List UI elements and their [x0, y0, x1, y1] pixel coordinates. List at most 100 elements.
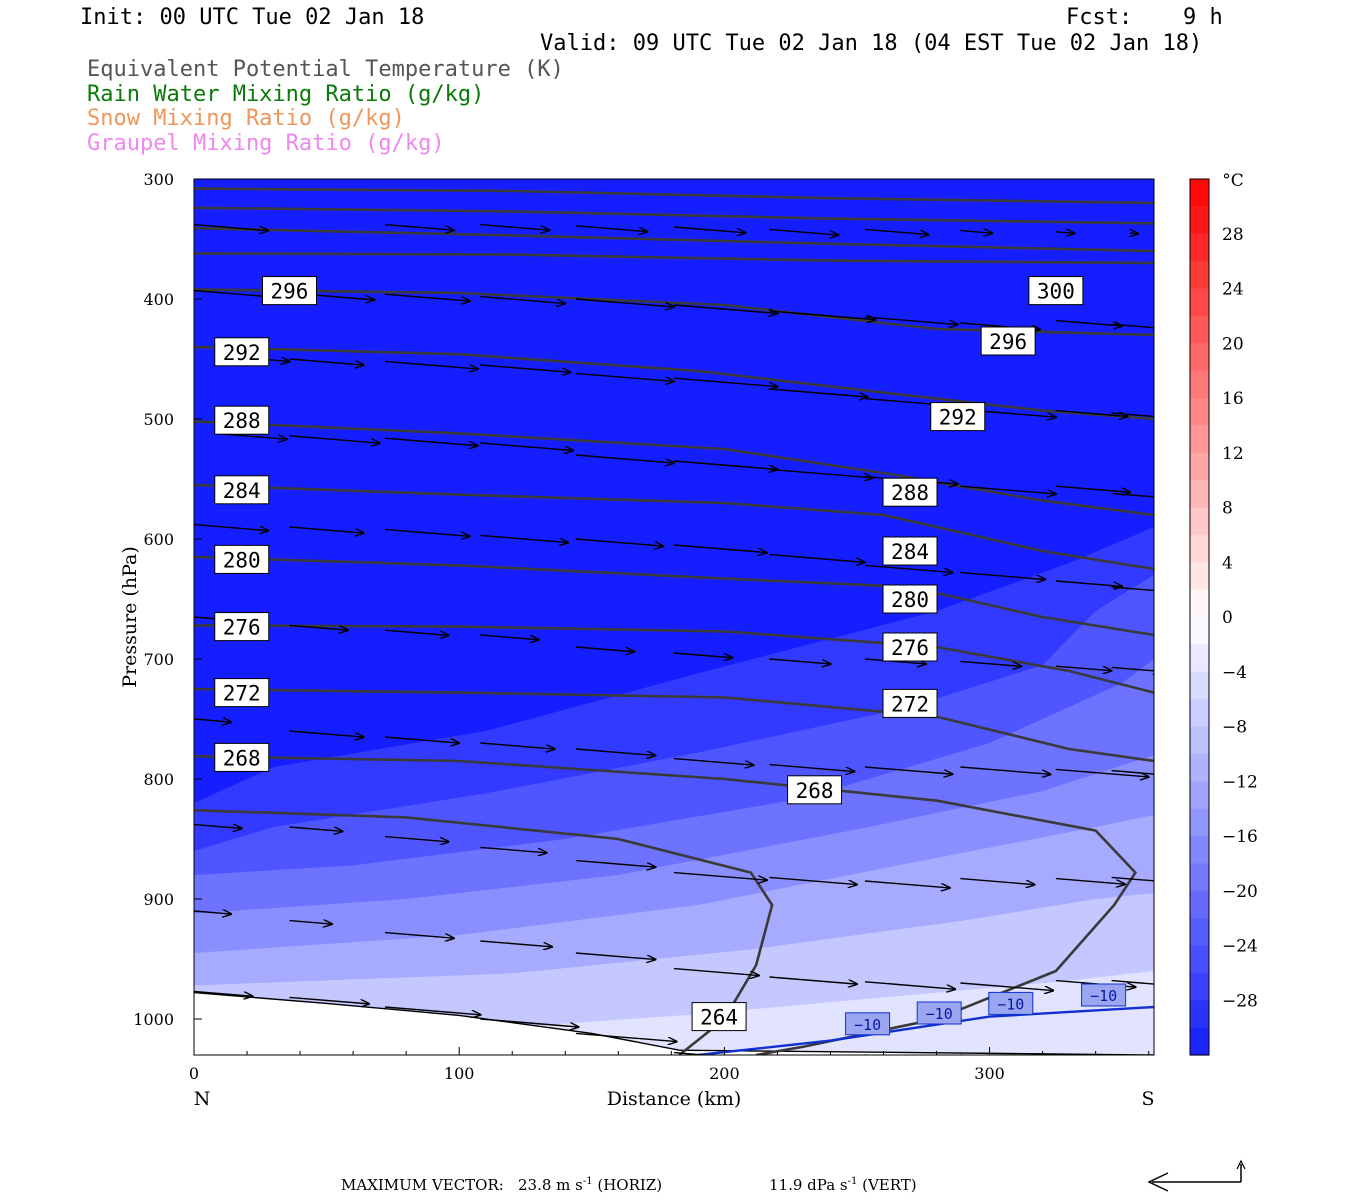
- x-tick-label: 200: [709, 1064, 740, 1083]
- colorbar-segment: [1190, 452, 1209, 481]
- wind-vector: [384, 528, 470, 536]
- legend-rain: Rain Water Mixing Ratio (g/kg): [87, 82, 485, 107]
- colorbar-tick-label: −20: [1222, 882, 1258, 902]
- colorbar-segment: [1190, 589, 1209, 618]
- theta-e-line-280: [194, 555, 1154, 637]
- wind-vector: [575, 952, 656, 959]
- wind-vector: [1111, 586, 1154, 592]
- theta-e-label-box: [214, 475, 270, 505]
- colorbar-segment: [1190, 617, 1209, 645]
- theta-e-label-292: 292: [939, 406, 977, 430]
- wind-vector: [960, 231, 992, 234]
- theta-e-line-292: [194, 345, 1154, 421]
- wind-vector: [480, 634, 538, 640]
- temperature-fill: [194, 179, 1154, 1055]
- wind-vector: [575, 538, 664, 546]
- theta-e-label-292: 292: [223, 341, 261, 365]
- wind-vector: [864, 981, 955, 989]
- colorbar-segment: [1190, 206, 1209, 235]
- colorbar-tick-label: −8: [1222, 718, 1247, 738]
- theta-e-label-272: 272: [891, 692, 929, 716]
- theta-e-label-box: [882, 632, 938, 662]
- colorbar-tick-label: −24: [1222, 937, 1258, 957]
- colorbar-segment: [1190, 1027, 1209, 1056]
- y-axis-label: Pressure (hPa): [119, 546, 141, 688]
- wind-vector: [575, 646, 634, 652]
- theta-e-label-280: 280: [891, 588, 929, 612]
- wind-vector: [673, 652, 732, 658]
- theta-e-label-296: 296: [989, 330, 1027, 354]
- wind-vector: [1055, 232, 1075, 234]
- theta-e-label-272: 272: [223, 682, 261, 706]
- wind-vector: [480, 1018, 578, 1027]
- wind-vector: [1111, 769, 1154, 775]
- wind-vector: [384, 629, 449, 635]
- forecast-label: Fcst:: [1066, 5, 1133, 30]
- wind-vector: [575, 298, 674, 307]
- y-tick-label: 500: [143, 410, 174, 429]
- wind-vector: [480, 442, 573, 451]
- theta-e-line-284: [194, 483, 1154, 571]
- isotherm-label-box: [845, 1012, 891, 1036]
- theta-e-label-box: [214, 742, 270, 772]
- wind-vector: [575, 859, 656, 867]
- wind-vector: [384, 223, 454, 231]
- wind-vector: [194, 825, 242, 829]
- colorbar-segment: [1190, 808, 1209, 837]
- theta-e-label-box: [882, 584, 938, 614]
- wind-vector: [673, 226, 746, 233]
- wind-vector: [384, 931, 454, 939]
- theta-e-line-unlabeled: [194, 252, 1154, 265]
- wind-vector: [1130, 233, 1138, 234]
- colorbar-tick-label: 24: [1222, 280, 1244, 300]
- theta-e-label-box: [980, 326, 1036, 356]
- colorbar-segment: [1190, 288, 1209, 317]
- wind-vector: [384, 293, 470, 301]
- wind-vector: [384, 835, 449, 842]
- wind-vector: [960, 1054, 970, 1055]
- theta-e-label-box: [214, 612, 270, 642]
- colorbar-segment: [1190, 644, 1209, 673]
- wind-vector: [673, 460, 777, 469]
- temp-region--4: [459, 971, 1154, 1055]
- theta-e-line-272: [194, 687, 1154, 763]
- max-vector-vert: 11.9 dPa s-1 (VERT): [769, 1176, 917, 1194]
- forecast-hour: 9 h: [1183, 5, 1223, 30]
- legend-graupel: Graupel Mixing Ratio (g/kg): [87, 131, 445, 156]
- wind-vector: [673, 544, 767, 553]
- wind-vector: [769, 1054, 779, 1055]
- wind-vector: [1055, 665, 1112, 671]
- theta-e-label-268: 268: [796, 779, 834, 803]
- theta-e-line-288: [194, 420, 1154, 517]
- colorbar-segment: [1190, 507, 1209, 536]
- colorbar-tick-label: 0: [1222, 608, 1233, 628]
- max-vector-horiz: 23.8 m s-1 (HORIZ): [518, 1176, 663, 1194]
- colorbar-tick-label: −16: [1222, 827, 1258, 847]
- isotherm: [697, 1005, 1154, 1055]
- theta-e-label-284: 284: [223, 479, 261, 503]
- wind-vector: [575, 225, 648, 232]
- wind-vector: [289, 996, 369, 1003]
- theta-e-label-box: [882, 688, 938, 718]
- colorbar-segment: [1190, 534, 1209, 563]
- wind-vector: [575, 454, 674, 463]
- wind-vector: [960, 982, 1053, 991]
- wind-vector: [289, 624, 347, 630]
- wind-vector: [480, 364, 570, 372]
- wind-vector: [480, 534, 568, 542]
- wind-vector: [960, 877, 1034, 885]
- colorbar-segment: [1190, 972, 1209, 1001]
- wind-vector: [769, 388, 867, 397]
- theta-e-label-box: [214, 544, 270, 574]
- isotherm-label: −10: [854, 1016, 881, 1034]
- wind-vector: [769, 553, 864, 563]
- wind-vector: [1055, 319, 1122, 326]
- colorbar-segment: [1190, 562, 1209, 591]
- theta-e-label-276: 276: [223, 616, 261, 640]
- theta-e-label-268: 268: [223, 746, 261, 770]
- colorbar-tick-label: −28: [1222, 991, 1258, 1011]
- wind-vector: [480, 940, 552, 947]
- colorbar-segment: [1190, 781, 1209, 810]
- wind-vector: [289, 921, 331, 924]
- theta-e-label-box: [214, 678, 270, 708]
